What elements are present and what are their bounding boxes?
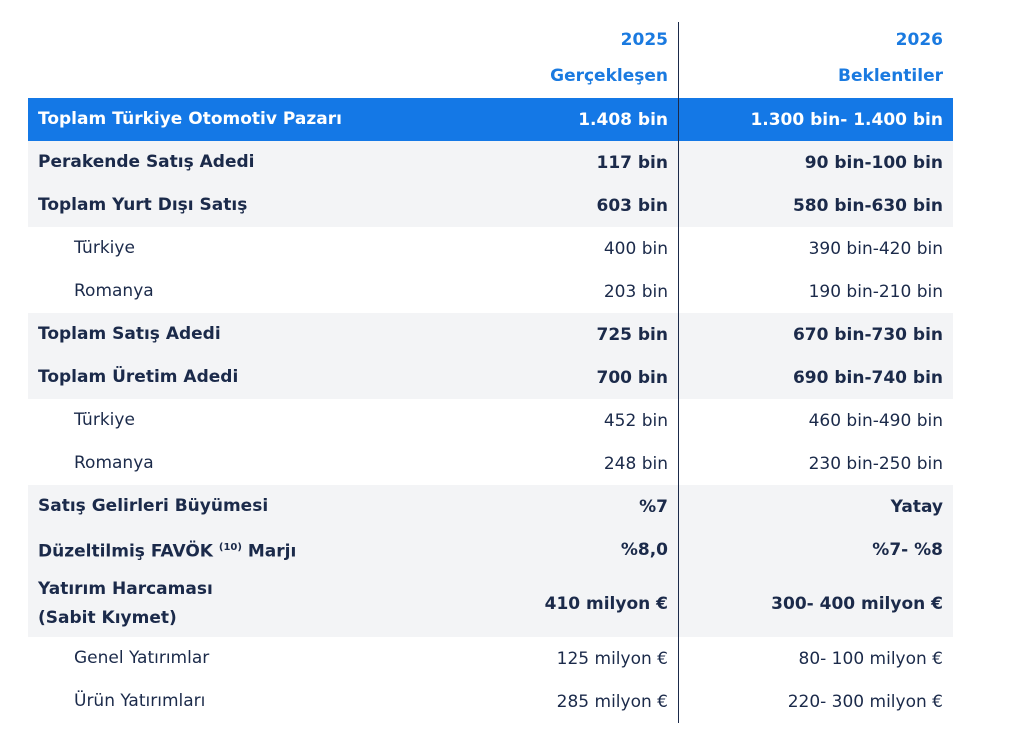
- row-value-2025: 125 milyon €: [556, 648, 668, 669]
- row-label: Perakende Satış Adedi: [38, 152, 255, 172]
- col1-subtitle: Gerçekleşen: [550, 66, 668, 86]
- table-row: Türkiye 452 bin 460 bin-490 bin: [28, 399, 953, 442]
- row-label: Romanya: [74, 453, 154, 473]
- row-value-2025: %7: [639, 496, 668, 517]
- col1-year: 2025: [620, 30, 668, 50]
- table-row: Romanya 248 bin 230 bin-250 bin: [28, 442, 953, 485]
- row-label: Satış Gelirleri Büyümesi: [38, 496, 269, 516]
- table-header: 2025 Gerçekleşen 2026 Beklentiler: [28, 24, 953, 98]
- col2-subtitle: Beklentiler: [838, 66, 943, 86]
- table-row: Yatırım Harcaması (Sabit Kıymet) 410 mily…: [28, 571, 953, 637]
- row-value-2025: 410 milyon €: [544, 594, 668, 614]
- row-value-2025: 285 milyon €: [556, 691, 668, 712]
- table-row: Satış Gelirleri Büyümesi %7 Yatay: [28, 485, 953, 528]
- row-value-2026: 230 bin-250 bin: [808, 453, 943, 474]
- row-value-2025: 117 bin: [596, 152, 668, 173]
- row-value-2025: 452 bin: [603, 410, 668, 431]
- row-value-2026: 220- 300 milyon €: [787, 691, 943, 712]
- row-label: Toplam Üretim Adedi: [38, 367, 239, 387]
- row-value-2026: 300- 400 milyon €: [771, 594, 943, 614]
- row-label-line1: Yatırım Harcaması: [38, 579, 213, 599]
- row-value-2026: 580 bin-630 bin: [792, 195, 943, 216]
- table-row: Perakende Satış Adedi 117 bin 90 bin-100…: [28, 141, 953, 184]
- row-value-2025: 725 bin: [596, 324, 668, 345]
- row-label-text: Düzeltilmiş FAVÖK: [38, 541, 213, 562]
- row-value-2026: 460 bin-490 bin: [808, 410, 943, 431]
- row-value-2026: 690 bin-740 bin: [792, 367, 943, 388]
- row-label: Ürün Yatırımları: [74, 691, 206, 711]
- row-label-line2: (Sabit Kıymet): [38, 608, 177, 628]
- row-label: Toplam Satış Adedi: [38, 324, 221, 344]
- row-value-2025: %8,0: [620, 539, 668, 560]
- row-value-2025: 603 bin: [596, 195, 668, 216]
- row-label: Toplam Yurt Dışı Satış: [38, 195, 248, 215]
- table-row: Genel Yatırımlar 125 milyon € 80- 100 mi…: [28, 637, 953, 680]
- row-value-2026: 670 bin-730 bin: [792, 324, 943, 345]
- row-value-2025: 1.408 bin: [578, 109, 668, 130]
- row-label-end: Marjı: [241, 541, 297, 562]
- table-row: Toplam Üretim Adedi 700 bin 690 bin-740 …: [28, 356, 953, 399]
- row-label: Düzeltilmiş FAVÖK (10) Marjı: [38, 533, 296, 567]
- row-value-2025: 700 bin: [596, 367, 668, 388]
- row-value-2026: Yatay: [890, 496, 943, 517]
- row-label: Romanya: [74, 281, 154, 301]
- table-row: Türkiye 400 bin 390 bin-420 bin: [28, 227, 953, 270]
- row-value-2025: 203 bin: [603, 281, 668, 302]
- row-label: Toplam Türkiye Otomotiv Pazarı: [38, 109, 342, 129]
- table-row: Ürün Yatırımları 285 milyon € 220- 300 m…: [28, 680, 953, 723]
- table-row: Toplam Satış Adedi 725 bin 670 bin-730 b…: [28, 313, 953, 356]
- row-value-2026: 190 bin-210 bin: [808, 281, 943, 302]
- row-value-2026: %7- %8: [872, 539, 943, 560]
- row-value-2026: 90 bin-100 bin: [804, 152, 943, 173]
- row-value-2025: 400 bin: [603, 238, 668, 259]
- column-divider: [678, 22, 679, 723]
- table-row: Romanya 203 bin 190 bin-210 bin: [28, 270, 953, 313]
- col2-year: 2026: [895, 30, 943, 50]
- row-label: Türkiye: [74, 238, 135, 258]
- guidance-table: 2025 Gerçekleşen 2026 Beklentiler Toplam…: [28, 24, 953, 723]
- row-value-2026: 390 bin-420 bin: [808, 238, 943, 259]
- row-label: Yatırım Harcaması (Sabit Kıymet): [38, 575, 213, 633]
- row-value-2025: 248 bin: [603, 453, 668, 474]
- row-label: Türkiye: [74, 410, 135, 430]
- row-value-2026: 80- 100 milyon €: [798, 648, 943, 669]
- table-row: Toplam Yurt Dışı Satış 603 bin 580 bin-6…: [28, 184, 953, 227]
- table-row: Düzeltilmiş FAVÖK (10) Marjı %8,0 %7- %8: [28, 528, 953, 571]
- row-label: Genel Yatırımlar: [74, 648, 210, 668]
- footnote-ref: (10): [218, 541, 242, 553]
- table-row: Toplam Türkiye Otomotiv Pazarı 1.408 bin…: [28, 98, 953, 141]
- row-value-2026: 1.300 bin- 1.400 bin: [750, 109, 943, 130]
